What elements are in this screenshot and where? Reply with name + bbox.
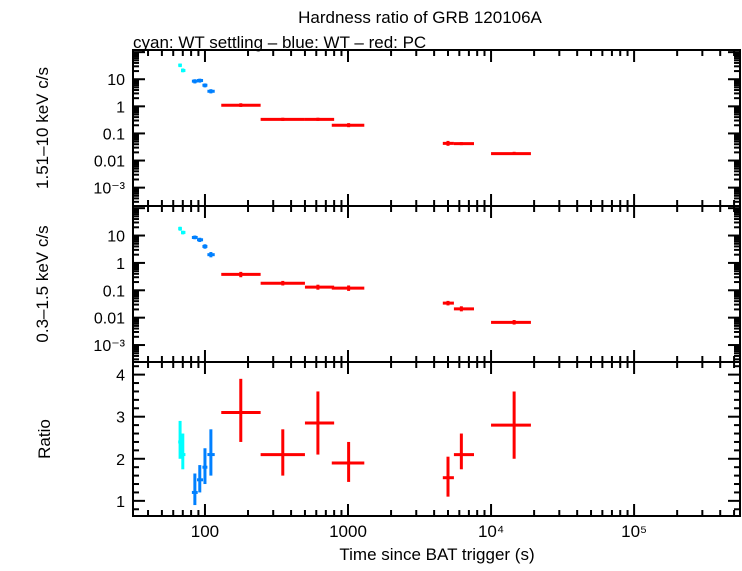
data-point bbox=[260, 280, 305, 286]
x-axis-label: Time since BAT trigger (s) bbox=[339, 545, 534, 564]
data-point bbox=[221, 271, 261, 278]
y-tick-label: 1 bbox=[116, 256, 125, 273]
data-point bbox=[197, 78, 204, 83]
data-point bbox=[442, 140, 454, 146]
chart-subtitle: cyan: WT settling – blue: WT – red: PC bbox=[133, 33, 426, 52]
data-point bbox=[181, 230, 186, 235]
data-point bbox=[207, 252, 215, 258]
data-point bbox=[221, 378, 261, 442]
y-tick-label: 0.1 bbox=[103, 126, 125, 143]
y-tick-label: 1 bbox=[116, 494, 125, 511]
y-tick-label: 10⁻³ bbox=[93, 181, 125, 198]
data-point bbox=[491, 151, 531, 156]
y-tick-label: 2 bbox=[116, 452, 125, 469]
y-axis-label-2: Ratio bbox=[35, 419, 54, 459]
data-point bbox=[178, 226, 182, 231]
data-point bbox=[453, 433, 475, 470]
y-tick-label: 0.1 bbox=[103, 283, 125, 300]
data-point bbox=[453, 306, 475, 312]
y-tick-label: 10 bbox=[107, 229, 125, 246]
x-tick-label: 10⁵ bbox=[621, 522, 647, 541]
data-point bbox=[207, 429, 215, 476]
y-tick-label: 4 bbox=[116, 368, 125, 385]
data-point bbox=[331, 285, 365, 291]
data-point bbox=[202, 448, 208, 485]
data-point bbox=[178, 420, 182, 459]
y-tick-label: 0.01 bbox=[94, 154, 125, 171]
panel-frame-0 bbox=[132, 49, 741, 207]
y-tick-label: 10 bbox=[107, 72, 125, 89]
y-tick-label: 10⁻³ bbox=[93, 338, 125, 355]
data-point bbox=[331, 441, 365, 482]
y-tick-label: 1 bbox=[116, 99, 125, 116]
data-point bbox=[260, 429, 305, 476]
y-tick-label: 0.01 bbox=[94, 311, 125, 328]
data-point bbox=[260, 117, 305, 121]
data-point bbox=[191, 473, 198, 506]
data-point bbox=[181, 433, 186, 470]
panel-frame-2 bbox=[132, 361, 741, 517]
data-point bbox=[191, 235, 198, 240]
data-point bbox=[202, 83, 208, 88]
data-point bbox=[197, 237, 204, 243]
data-point bbox=[442, 300, 454, 306]
data-point bbox=[453, 142, 475, 146]
x-tick-label: 1000 bbox=[329, 522, 367, 541]
data-point bbox=[197, 465, 204, 493]
data-point bbox=[491, 320, 531, 325]
data-point bbox=[304, 117, 335, 121]
data-point bbox=[202, 244, 208, 249]
data-point bbox=[331, 123, 365, 128]
x-tick-label: 10⁴ bbox=[478, 522, 504, 541]
data-point bbox=[207, 89, 215, 94]
data-point bbox=[304, 391, 335, 455]
y-tick-label: 3 bbox=[116, 410, 125, 427]
data-point bbox=[304, 284, 335, 290]
x-tick-label: 100 bbox=[191, 522, 219, 541]
data-point bbox=[442, 456, 454, 497]
chart-title: Hardness ratio of GRB 120106A bbox=[298, 8, 542, 27]
y-axis-label-0: 1.51–10 keV c/s bbox=[33, 67, 52, 189]
data-point bbox=[181, 68, 186, 73]
data-point bbox=[221, 103, 261, 107]
panel-frame-1 bbox=[132, 205, 741, 363]
data-point bbox=[178, 63, 182, 68]
data-point bbox=[491, 391, 531, 459]
y-axis-label-1: 0.3–1.5 keV c/s bbox=[33, 225, 52, 342]
data-point bbox=[191, 79, 198, 84]
